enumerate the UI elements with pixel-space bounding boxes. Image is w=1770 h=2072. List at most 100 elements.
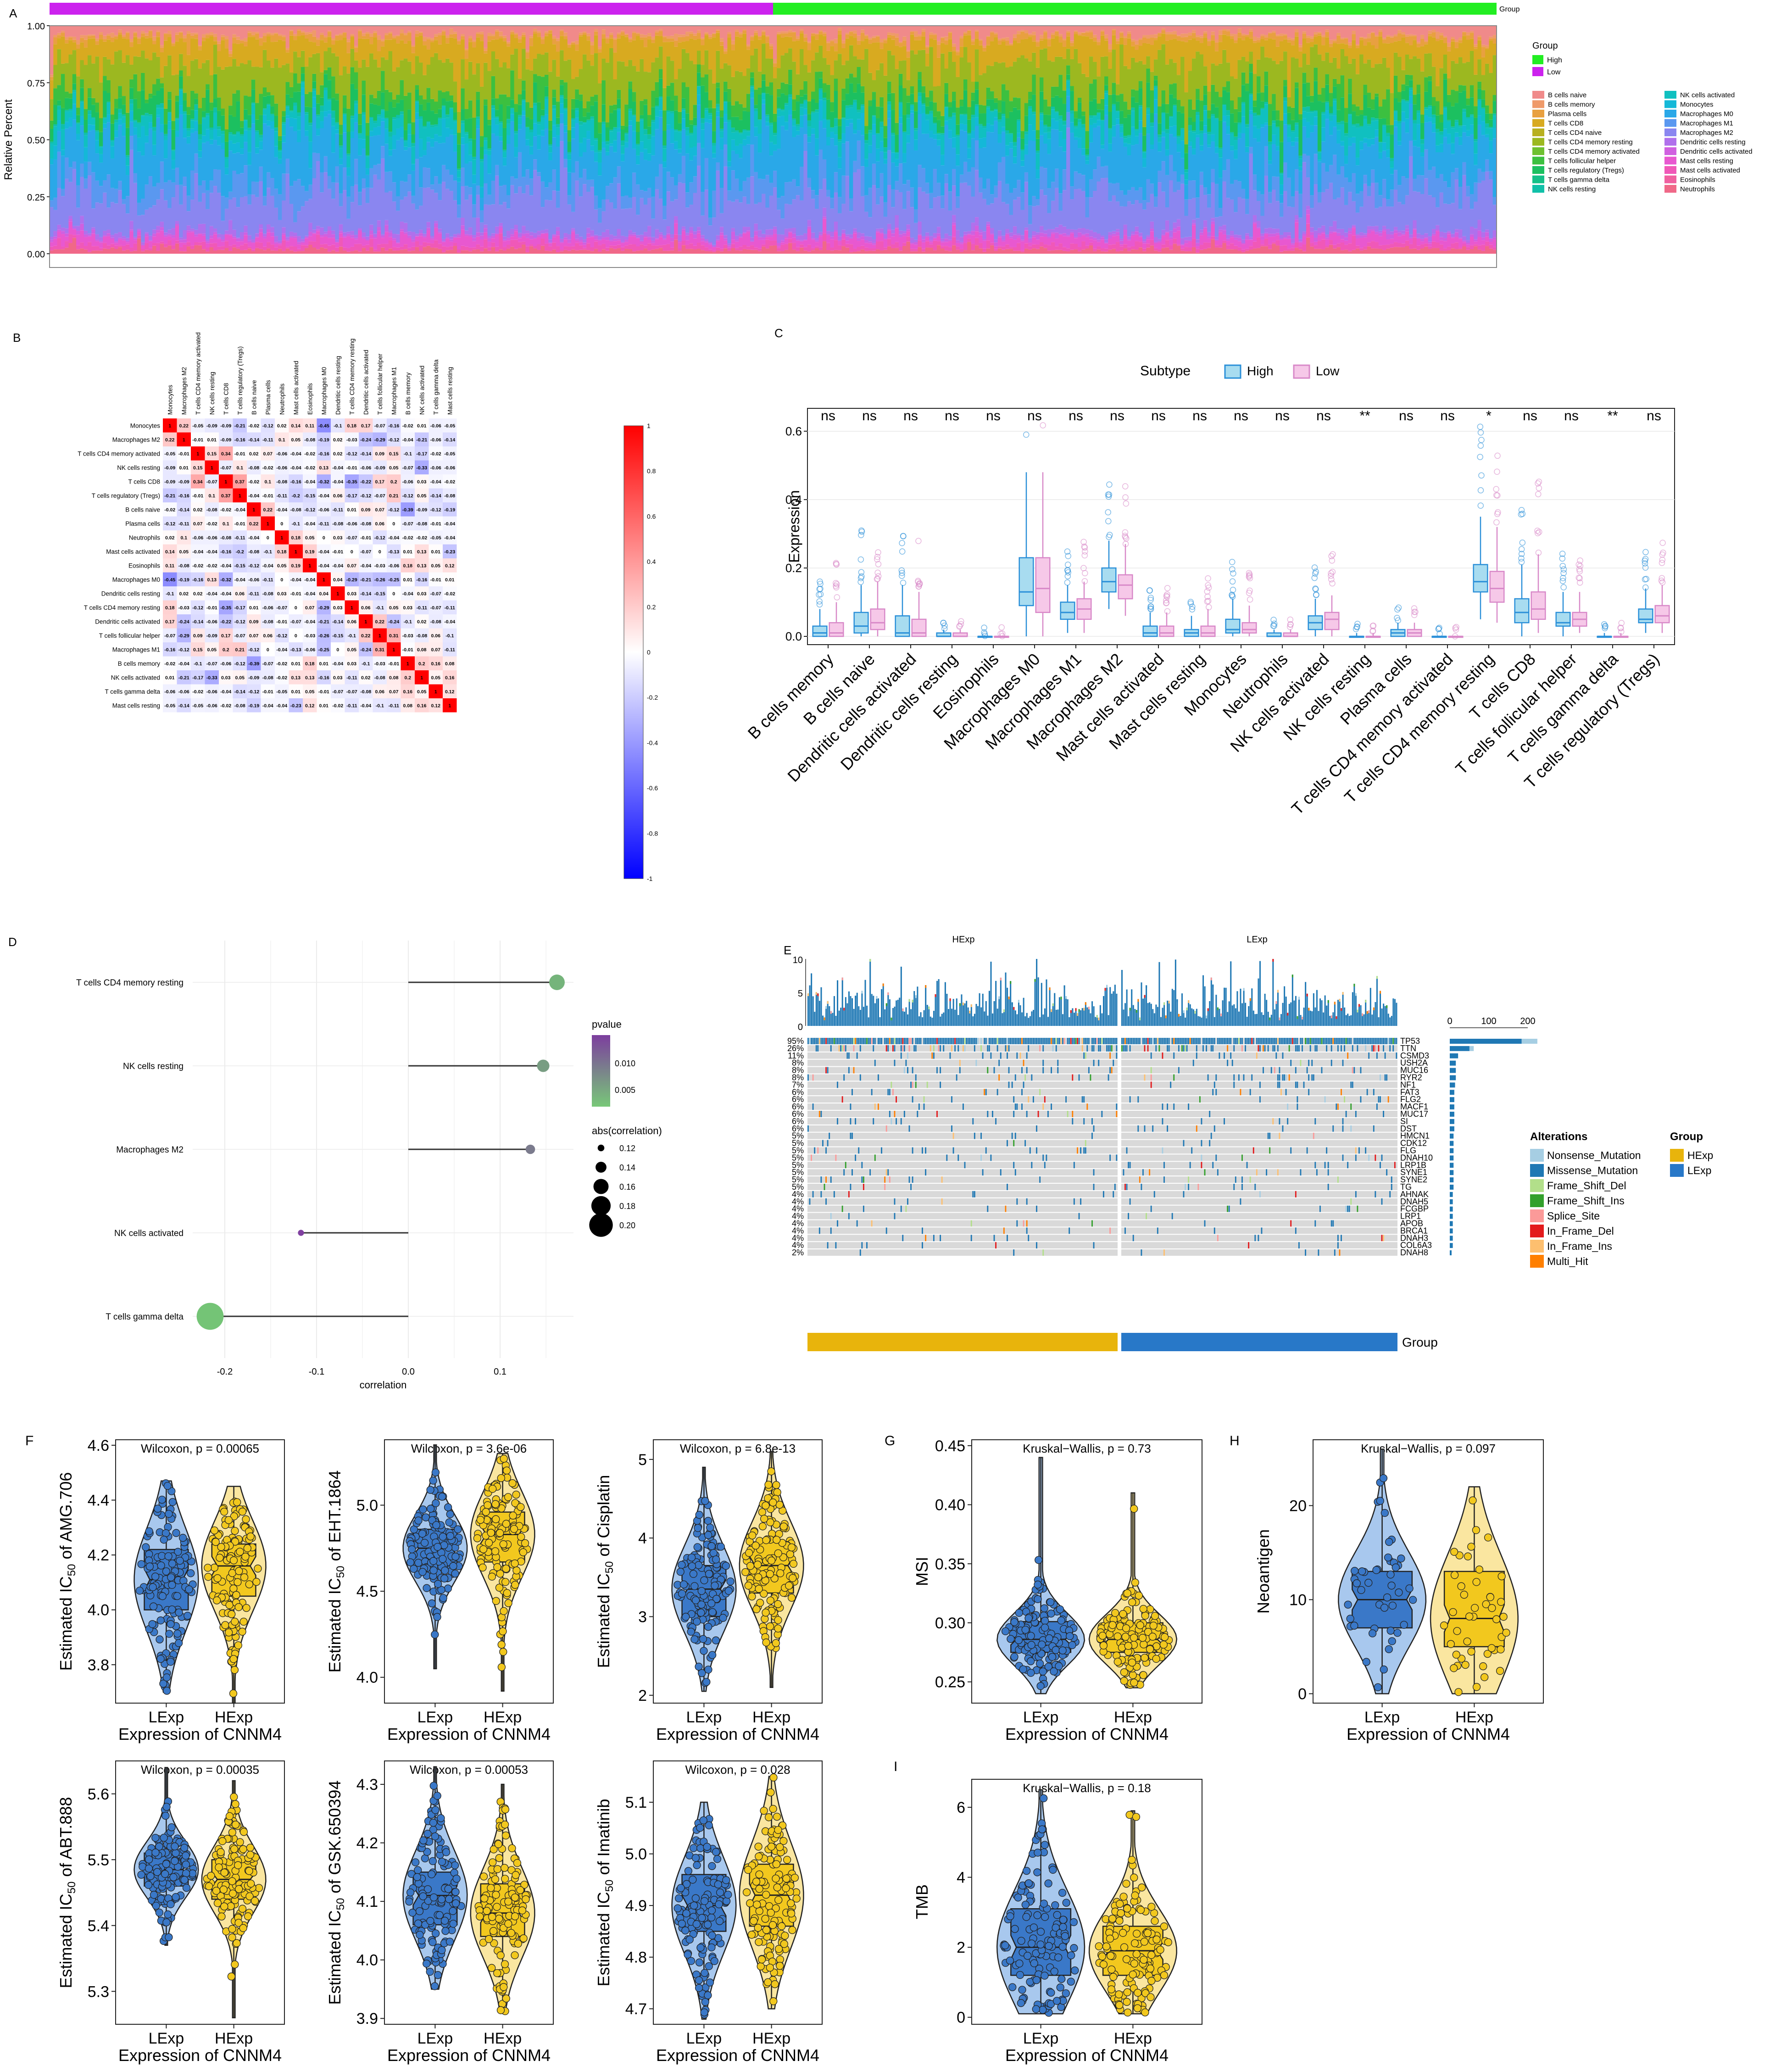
bar-segment — [224, 248, 229, 254]
sample-bar — [110, 26, 115, 254]
bar-segment — [659, 234, 663, 237]
bar-segment — [636, 246, 640, 251]
bar-segment — [974, 49, 979, 82]
bar-segment — [354, 184, 358, 235]
bar-segment — [868, 72, 873, 100]
bar-segment — [499, 36, 503, 39]
bar-segment — [320, 121, 324, 128]
bar-segment — [849, 238, 853, 239]
bar-segment — [270, 35, 275, 42]
bar-segment — [704, 247, 709, 251]
bar-segment — [491, 242, 495, 247]
bar-segment — [308, 241, 313, 245]
bar-segment — [384, 35, 389, 40]
bar-segment — [80, 242, 84, 249]
bar-segment — [392, 234, 396, 239]
bar-segment — [484, 248, 488, 254]
bar-segment — [583, 239, 587, 243]
bar-segment — [1005, 156, 1009, 184]
bar-segment — [883, 152, 888, 159]
bar-segment — [384, 26, 389, 33]
bar-segment — [853, 172, 857, 228]
bar-segment — [575, 117, 579, 123]
bar-segment — [53, 105, 57, 124]
bar-segment — [141, 245, 145, 249]
bar-segment — [308, 32, 313, 34]
sample-bar — [624, 26, 629, 254]
bar-segment — [959, 249, 964, 252]
bar-segment — [65, 39, 69, 44]
bar-segment — [963, 234, 968, 237]
sample-bar — [567, 26, 572, 254]
bar-segment — [164, 34, 168, 41]
bar-segment — [1002, 132, 1006, 157]
bar-segment — [704, 74, 709, 92]
bar-segment — [556, 252, 560, 254]
bar-segment — [377, 220, 381, 228]
bar-segment — [236, 241, 240, 247]
bar-segment — [377, 67, 381, 91]
bar-segment — [1017, 34, 1021, 43]
bar-segment — [175, 118, 179, 120]
bar-segment — [487, 155, 492, 174]
bar-segment — [952, 148, 956, 169]
bar-segment — [407, 26, 412, 31]
bar-segment — [438, 33, 442, 35]
bar-segment — [491, 204, 495, 234]
bar-segment — [206, 247, 210, 252]
bar-segment — [423, 150, 427, 156]
bar-segment — [525, 69, 530, 102]
bar-segment — [617, 239, 621, 241]
bar-segment — [434, 113, 438, 125]
bar-segment — [221, 196, 225, 221]
bar-segment — [514, 33, 518, 34]
bar-segment — [457, 133, 461, 145]
bar-segment — [206, 239, 210, 241]
bar-segment — [605, 26, 610, 37]
sample-bar — [403, 26, 408, 254]
bar-segment — [689, 33, 694, 39]
bar-segment — [419, 236, 423, 245]
bar-segment — [464, 58, 469, 80]
bar-segment — [114, 189, 118, 204]
bar-segment — [762, 35, 766, 44]
bar-segment — [126, 155, 130, 157]
bar-segment — [289, 186, 294, 204]
bar-segment — [293, 236, 297, 239]
bar-segment — [167, 234, 172, 236]
bar-segment — [339, 40, 343, 76]
bar-segment — [1002, 240, 1006, 242]
bar-segment — [815, 102, 819, 110]
bar-segment — [765, 175, 770, 208]
bar-segment — [784, 204, 789, 229]
bar-segment — [164, 136, 168, 140]
bar-segment — [666, 172, 671, 192]
bar-segment — [209, 193, 214, 226]
bar-segment — [1002, 235, 1006, 240]
bar-segment — [719, 150, 724, 188]
bar-segment — [678, 182, 682, 235]
bar-segment — [757, 120, 762, 134]
bar-segment — [430, 26, 434, 39]
bar-segment — [545, 233, 549, 234]
bar-segment — [190, 90, 195, 110]
bar-segment — [655, 82, 659, 98]
bar-segment — [617, 89, 621, 99]
bar-segment — [1043, 244, 1047, 248]
bar-segment — [712, 245, 716, 247]
bar-segment — [274, 131, 278, 146]
sample-bar — [502, 26, 507, 254]
bar-segment — [708, 26, 712, 35]
bar-segment — [628, 244, 633, 249]
sample-bar — [1017, 26, 1021, 254]
bar-segment — [792, 137, 796, 179]
bar-segment — [213, 41, 217, 45]
bar-segment — [784, 238, 789, 244]
bar-segment — [255, 237, 259, 242]
sample-bar — [860, 26, 865, 254]
sample-bar — [560, 26, 564, 254]
bar-segment — [468, 118, 473, 139]
bar-segment — [944, 107, 949, 121]
sample-bar — [213, 26, 217, 254]
bar-segment — [918, 234, 922, 235]
